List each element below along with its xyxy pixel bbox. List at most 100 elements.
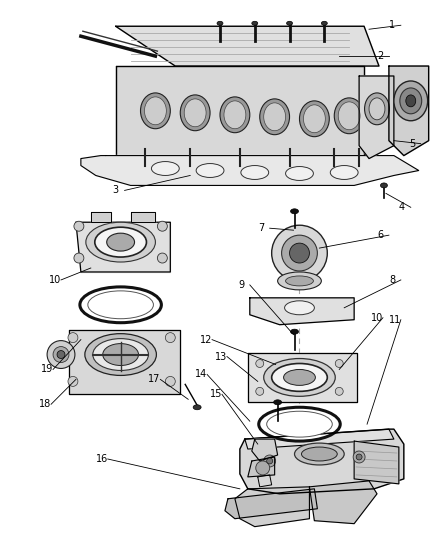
Ellipse shape [278, 272, 321, 290]
Ellipse shape [272, 364, 327, 391]
Circle shape [256, 360, 264, 367]
Ellipse shape [180, 95, 210, 131]
Ellipse shape [88, 291, 153, 319]
Text: 6: 6 [377, 230, 383, 240]
Polygon shape [81, 156, 419, 185]
Ellipse shape [300, 101, 329, 136]
Ellipse shape [394, 81, 427, 121]
Circle shape [335, 360, 343, 367]
Text: 15: 15 [210, 389, 223, 399]
Text: 17: 17 [148, 374, 161, 384]
Circle shape [272, 225, 327, 281]
Ellipse shape [80, 287, 161, 322]
Text: 12: 12 [200, 335, 212, 345]
Polygon shape [258, 475, 272, 487]
Text: 16: 16 [96, 454, 108, 464]
Polygon shape [359, 76, 394, 158]
Circle shape [165, 333, 175, 343]
Ellipse shape [85, 334, 156, 375]
Text: 13: 13 [215, 352, 227, 361]
Text: 5: 5 [409, 139, 415, 149]
Ellipse shape [141, 93, 170, 129]
Ellipse shape [294, 443, 344, 465]
Text: 9: 9 [238, 280, 244, 290]
Ellipse shape [95, 227, 146, 257]
Text: 10: 10 [371, 313, 383, 323]
Circle shape [264, 455, 276, 467]
Polygon shape [91, 212, 111, 222]
Circle shape [335, 387, 343, 395]
Polygon shape [240, 429, 404, 494]
Polygon shape [76, 222, 170, 272]
Ellipse shape [217, 21, 223, 25]
Polygon shape [116, 26, 379, 66]
Ellipse shape [338, 102, 360, 130]
Ellipse shape [264, 103, 286, 131]
Ellipse shape [252, 21, 258, 25]
Polygon shape [250, 298, 354, 325]
Polygon shape [69, 330, 180, 394]
Ellipse shape [260, 99, 290, 135]
Ellipse shape [196, 164, 224, 177]
Polygon shape [309, 481, 377, 523]
Text: 2: 2 [377, 51, 383, 61]
Polygon shape [248, 352, 357, 402]
Ellipse shape [193, 405, 201, 410]
Text: 18: 18 [39, 399, 51, 409]
Ellipse shape [264, 359, 335, 397]
Ellipse shape [321, 21, 327, 25]
Text: 8: 8 [389, 275, 395, 285]
Ellipse shape [152, 161, 179, 175]
Text: 3: 3 [113, 185, 119, 196]
Circle shape [267, 458, 273, 464]
Text: 10: 10 [49, 275, 61, 285]
Ellipse shape [267, 411, 332, 437]
Circle shape [157, 221, 167, 231]
Polygon shape [389, 66, 429, 156]
Ellipse shape [86, 222, 155, 262]
Circle shape [256, 387, 264, 395]
Ellipse shape [224, 101, 246, 129]
Circle shape [47, 341, 75, 368]
Ellipse shape [369, 98, 385, 120]
Text: 4: 4 [399, 203, 405, 212]
Ellipse shape [400, 88, 422, 114]
Polygon shape [131, 212, 155, 222]
Circle shape [74, 221, 84, 231]
Ellipse shape [103, 344, 138, 366]
Text: 14: 14 [195, 369, 208, 379]
Ellipse shape [290, 209, 298, 214]
Ellipse shape [283, 369, 315, 385]
Ellipse shape [364, 93, 389, 125]
Ellipse shape [334, 98, 364, 134]
Circle shape [68, 376, 78, 386]
Circle shape [282, 235, 318, 271]
Ellipse shape [304, 105, 325, 133]
Circle shape [165, 376, 175, 386]
Polygon shape [248, 457, 275, 477]
Text: 19: 19 [41, 365, 53, 375]
Text: 11: 11 [389, 314, 401, 325]
Polygon shape [252, 439, 278, 461]
Ellipse shape [145, 97, 166, 125]
Text: 7: 7 [258, 223, 264, 233]
Circle shape [353, 451, 365, 463]
Ellipse shape [241, 166, 268, 180]
Ellipse shape [285, 301, 314, 315]
Circle shape [74, 253, 84, 263]
Ellipse shape [286, 21, 293, 25]
Circle shape [57, 351, 65, 359]
Ellipse shape [259, 407, 340, 441]
Ellipse shape [274, 400, 282, 405]
Circle shape [157, 253, 167, 263]
Ellipse shape [286, 166, 314, 181]
Circle shape [68, 333, 78, 343]
Ellipse shape [107, 233, 134, 251]
Polygon shape [235, 487, 309, 527]
Ellipse shape [406, 95, 416, 107]
Ellipse shape [381, 183, 388, 188]
Ellipse shape [290, 329, 298, 334]
Ellipse shape [184, 99, 206, 127]
Ellipse shape [220, 97, 250, 133]
Polygon shape [245, 429, 394, 449]
